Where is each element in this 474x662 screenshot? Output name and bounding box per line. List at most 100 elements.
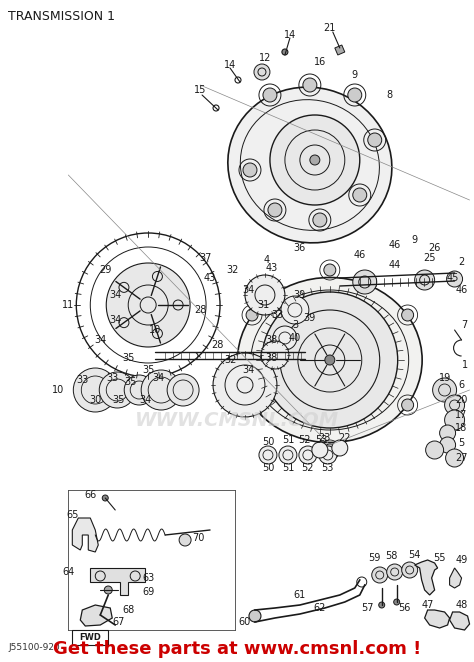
Text: 20: 20 [456, 395, 468, 405]
Text: 30: 30 [89, 395, 101, 405]
Text: 65: 65 [66, 510, 79, 520]
Text: 52: 52 [299, 435, 311, 445]
Text: 16: 16 [314, 57, 326, 67]
Text: Get these parts at www.cmsnl.com !: Get these parts at www.cmsnl.com ! [53, 640, 421, 658]
Circle shape [261, 341, 289, 369]
Circle shape [99, 372, 135, 408]
Text: 14: 14 [224, 60, 236, 70]
Circle shape [141, 370, 181, 410]
Text: 70: 70 [192, 533, 204, 543]
Text: 5: 5 [458, 438, 465, 448]
Text: 60: 60 [239, 617, 251, 627]
Text: 53: 53 [316, 435, 328, 445]
Circle shape [332, 440, 348, 456]
Text: 25: 25 [423, 253, 436, 263]
Circle shape [245, 275, 285, 315]
Circle shape [313, 213, 327, 227]
Text: 28: 28 [211, 340, 223, 350]
Circle shape [254, 64, 270, 80]
Circle shape [348, 88, 362, 102]
Text: 6: 6 [458, 380, 465, 390]
Circle shape [353, 188, 367, 202]
Circle shape [415, 270, 435, 290]
Text: 26: 26 [428, 243, 441, 253]
Text: 21: 21 [324, 23, 336, 33]
Text: 33: 33 [76, 375, 89, 385]
Text: 59: 59 [369, 553, 381, 563]
Circle shape [270, 115, 360, 205]
Circle shape [319, 446, 337, 464]
Text: 38: 38 [266, 335, 278, 345]
Text: 45: 45 [447, 273, 459, 283]
Circle shape [372, 567, 388, 583]
Text: 9: 9 [352, 70, 358, 80]
Text: 61: 61 [294, 590, 306, 600]
Circle shape [445, 410, 465, 430]
Text: 69: 69 [142, 587, 155, 597]
Circle shape [426, 441, 444, 459]
Circle shape [104, 586, 112, 594]
Text: 67: 67 [112, 617, 124, 627]
Text: 47: 47 [421, 600, 434, 610]
Text: 51: 51 [282, 463, 294, 473]
Ellipse shape [228, 87, 392, 243]
Text: 17: 17 [456, 410, 468, 420]
Text: J55100-920: J55100-920 [9, 643, 60, 652]
Circle shape [246, 309, 258, 321]
Circle shape [282, 49, 288, 55]
Circle shape [263, 88, 277, 102]
Text: 62: 62 [314, 603, 326, 613]
Text: 46: 46 [456, 285, 468, 295]
Circle shape [243, 163, 257, 177]
Text: 10: 10 [52, 385, 64, 395]
Text: 38: 38 [266, 353, 278, 363]
Circle shape [325, 355, 335, 365]
Text: 22: 22 [338, 433, 351, 443]
Text: 43: 43 [266, 263, 278, 273]
Text: WWW.CMSNL.COM: WWW.CMSNL.COM [135, 410, 339, 430]
Text: 35: 35 [122, 353, 135, 363]
Circle shape [368, 133, 382, 147]
Text: 46: 46 [389, 240, 401, 250]
Circle shape [303, 78, 317, 92]
Ellipse shape [237, 277, 422, 442]
Circle shape [279, 446, 297, 464]
Text: 37: 37 [199, 253, 211, 263]
Circle shape [445, 395, 465, 415]
Text: 49: 49 [456, 555, 468, 565]
Circle shape [246, 399, 258, 411]
Circle shape [401, 562, 418, 578]
Circle shape [213, 353, 277, 417]
Text: 14: 14 [284, 30, 296, 40]
Circle shape [262, 292, 398, 428]
Text: 34: 34 [152, 373, 164, 383]
Polygon shape [73, 630, 108, 645]
Text: TRANSMISSION 1: TRANSMISSION 1 [9, 10, 116, 23]
Polygon shape [425, 610, 450, 628]
Text: 43: 43 [204, 273, 216, 283]
Text: 34: 34 [109, 315, 121, 325]
Text: 1: 1 [462, 360, 468, 370]
Text: 28: 28 [194, 305, 206, 315]
Text: 56: 56 [399, 603, 411, 613]
Text: 3: 3 [292, 320, 298, 330]
Polygon shape [80, 605, 112, 626]
Text: 34: 34 [94, 335, 106, 345]
Circle shape [259, 446, 277, 464]
Polygon shape [450, 612, 470, 630]
Text: 63: 63 [142, 573, 155, 583]
Text: 66: 66 [84, 490, 96, 500]
Circle shape [281, 296, 309, 324]
Circle shape [167, 374, 199, 406]
Text: 39: 39 [294, 290, 306, 300]
Text: 23: 23 [319, 433, 331, 443]
Text: 64: 64 [62, 567, 74, 577]
Text: FWD: FWD [79, 634, 101, 643]
Text: 46: 46 [354, 250, 366, 260]
Text: 40: 40 [289, 333, 301, 343]
Circle shape [439, 425, 456, 441]
Circle shape [312, 442, 328, 458]
Text: 34: 34 [109, 290, 121, 300]
Text: 52: 52 [301, 463, 314, 473]
Text: 18: 18 [456, 423, 468, 433]
